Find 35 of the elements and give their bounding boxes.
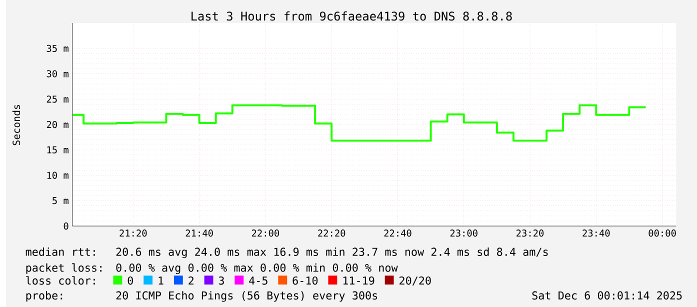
y-tick-label: 0 xyxy=(64,222,68,230)
y-tick-label: 10 m xyxy=(47,172,68,179)
legend-label: 11-19 xyxy=(343,276,374,285)
y-axis-title: Seconds xyxy=(12,104,20,145)
x-tick-label: 22:00 xyxy=(252,229,280,236)
x-tick-label: 21:40 xyxy=(186,229,213,236)
text: 0.00 % avg 0.00 % max 0.00 % min 0.00 % now xyxy=(116,263,398,274)
y-tick-label: 30 m xyxy=(46,70,68,78)
legend-label: 20/20 xyxy=(400,276,431,286)
y-tick-label: 20 m xyxy=(46,120,68,128)
y-tick-label: 35 m xyxy=(46,44,68,52)
legend-label: 3 xyxy=(218,276,224,285)
legend-label: 6-10 xyxy=(292,276,318,285)
x-tick-label: 23:00 xyxy=(450,229,478,236)
legend-title: loss color: xyxy=(26,276,95,285)
text: packet loss: xyxy=(26,263,102,274)
text: 20 ICMP Echo Pings (56 Bytes) every 300s xyxy=(116,290,378,302)
x-tick-label: 22:40 xyxy=(384,229,412,236)
x-tick-label: 23:20 xyxy=(516,229,544,236)
x-tick-label: 22:20 xyxy=(318,229,346,236)
x-tick-label: 23:40 xyxy=(582,229,610,236)
y-tick-label: 5 m xyxy=(52,196,68,204)
chart-title: Last 3 Hours from 9c6faeae4139 to DNS 8.8.8.8 xyxy=(192,11,512,20)
y-tick-label: 15 m xyxy=(47,146,68,154)
legend-label: 0 xyxy=(128,276,133,285)
legend-label: 2 xyxy=(188,276,194,284)
legend-label: 4-5 xyxy=(249,276,268,285)
text: Sat Dec 6 00:01:14 2025 xyxy=(532,291,682,300)
y-tick-label: 25 m xyxy=(46,95,68,103)
text: probe: xyxy=(26,290,62,302)
text: median rtt: xyxy=(26,247,95,256)
legend-label: 1 xyxy=(158,276,164,284)
text: 20.6 ms avg 24.0 ms max 16.9 ms min 23.7 ms now 2.4 ms sd 8.4 am/s xyxy=(116,247,548,258)
x-tick-label: 00:00 xyxy=(648,229,676,236)
x-tick-label: 21:20 xyxy=(120,229,147,236)
